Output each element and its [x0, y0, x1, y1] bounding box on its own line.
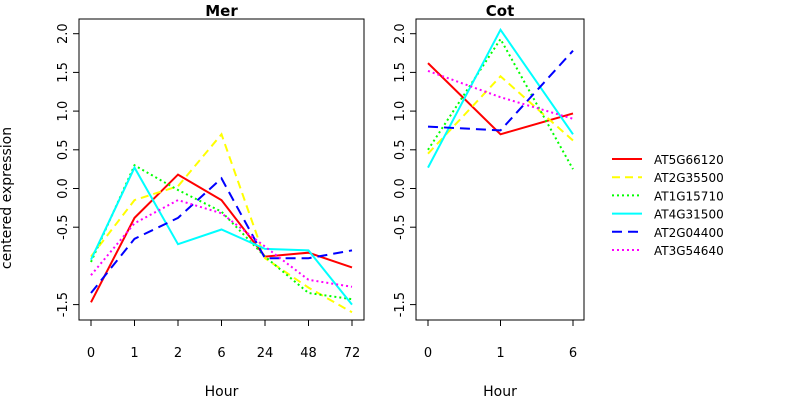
panel-mer: Mer Hour centered expression -1.5 -0.5 0.0… [0, 2, 365, 400]
series-line-at1g15710 [90, 163, 353, 301]
legend-label: AT2G04400 [654, 226, 724, 240]
y-tick-label: 0.0 [393, 178, 408, 199]
series-line-at4g31500 [427, 27, 574, 169]
series-line-at3g54640 [427, 69, 574, 120]
x-tick-label: 0 [87, 346, 95, 361]
panel-cot: Cot Hour -1.5 -0.5 0.0 0.5 1.0 1.5 2.0 0 1 6 [393, 2, 585, 400]
y-tick-label: 0.5 [56, 139, 71, 160]
series-line-at2g04400 [427, 50, 574, 132]
legend-label: AT4G31500 [654, 208, 724, 222]
series-line-at5g66120 [90, 173, 353, 303]
x-axis-label: Hour [483, 384, 517, 400]
x-tick-label: 2 [174, 346, 182, 361]
y-tick-label: 0.5 [393, 139, 408, 160]
legend: AT5G66120 AT2G35500 AT1G15710 AT4G31500 AT2G… [612, 153, 724, 258]
y-tick-label: 2.0 [56, 23, 71, 44]
y-tick-label: 1.5 [56, 62, 71, 83]
x-axis-label: Hour [205, 384, 239, 400]
legend-label: AT3G54640 [654, 244, 724, 258]
y-tick-label: -0.5 [56, 215, 71, 240]
series-line-at3g54640 [90, 199, 353, 288]
x-tick-label: 24 [257, 346, 274, 361]
y-tick-label: 1.5 [393, 62, 408, 83]
x-tick-label: 1 [496, 346, 504, 361]
plot-frame [415, 18, 585, 321]
plot-frame [78, 18, 365, 321]
x-tick-label: 0 [424, 346, 432, 361]
x-tick-label: 72 [344, 346, 361, 361]
series-line-at4g31500 [90, 165, 353, 306]
y-tick-label: 1.0 [393, 101, 408, 122]
legend-label: AT2G35500 [654, 171, 724, 185]
x-tick-label: 6 [217, 346, 225, 361]
series-line-at2g35500 [427, 74, 574, 155]
y-tick-label: 2.0 [393, 23, 408, 44]
panel-title: Cot [486, 2, 514, 20]
x-tick-label: 6 [569, 346, 577, 361]
y-tick-label: -0.5 [393, 215, 408, 240]
legend-label: AT1G15710 [654, 189, 724, 203]
y-axis-label: centered expression [0, 127, 15, 269]
series-line-at1g15710 [427, 37, 574, 170]
series-line-at2g04400 [90, 176, 353, 294]
x-tick-label: 48 [300, 346, 317, 361]
y-tick-label: -1.5 [393, 292, 408, 317]
series-line-at2g35500 [90, 132, 353, 314]
y-tick-label: 1.0 [56, 101, 71, 122]
y-tick-label: 0.0 [56, 178, 71, 199]
x-tick-label: 1 [130, 346, 138, 361]
y-tick-label: -1.5 [56, 292, 71, 317]
panel-title: Mer [205, 2, 238, 20]
legend-label: AT5G66120 [654, 153, 724, 167]
